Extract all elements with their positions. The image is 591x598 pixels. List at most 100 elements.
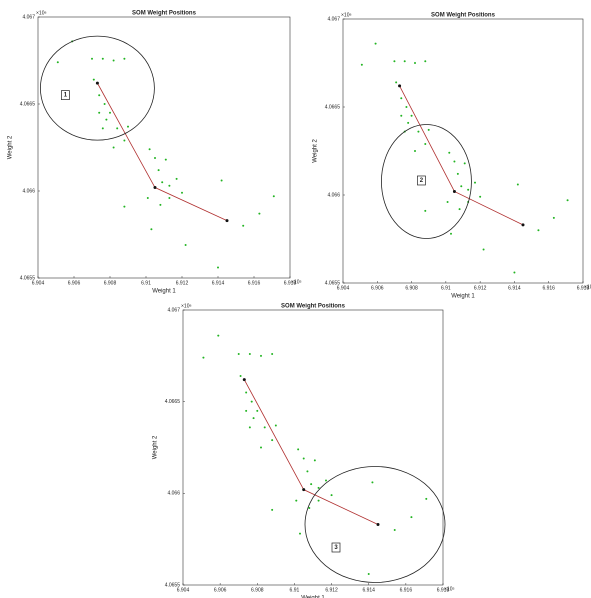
- y-tick-label: 4.0655: [325, 280, 341, 286]
- data-point: [150, 228, 153, 231]
- data-point: [168, 184, 171, 187]
- data-point: [272, 195, 275, 198]
- neuron: [242, 378, 246, 382]
- data-point: [91, 57, 93, 60]
- x-tick-label: 6.912: [474, 285, 487, 291]
- data-point: [148, 148, 151, 151]
- data-point: [467, 188, 470, 191]
- data-point: [405, 106, 408, 108]
- data-point: [410, 516, 413, 519]
- data-point: [513, 271, 516, 274]
- data-point: [410, 114, 413, 117]
- highlight-circle: [381, 124, 472, 239]
- data-point: [317, 499, 320, 502]
- data-point: [274, 424, 277, 427]
- data-point: [157, 169, 160, 172]
- data-point: [260, 354, 262, 357]
- data-point: [482, 248, 485, 251]
- data-point: [101, 57, 104, 60]
- y-multiplier: ×10⁶: [36, 10, 47, 16]
- y-tick-label: 4.067: [327, 16, 340, 22]
- data-point: [463, 162, 466, 165]
- y-tick-label: 4.066: [22, 188, 35, 194]
- data-point: [425, 497, 428, 500]
- data-point: [474, 181, 476, 184]
- data-point: [245, 409, 248, 412]
- data-point: [395, 81, 398, 84]
- data-point: [393, 529, 396, 531]
- y-axis-label: Weight 2: [153, 435, 159, 459]
- x-tick-label: 6.906: [214, 587, 227, 593]
- x-tick-label: 6.916: [248, 280, 261, 286]
- data-point: [446, 201, 449, 204]
- data-point: [263, 426, 266, 429]
- y-tick-label: 4.067: [22, 14, 35, 20]
- data-point: [220, 179, 223, 182]
- data-point: [295, 499, 298, 502]
- annotation-label: 2: [420, 178, 424, 184]
- data-point: [479, 195, 482, 198]
- data-point: [271, 353, 274, 355]
- data-point: [403, 60, 406, 63]
- x-tick-label: 6.918: [284, 280, 297, 286]
- data-point: [98, 111, 101, 114]
- data-point: [417, 130, 420, 133]
- data-point: [297, 448, 300, 451]
- x-tick-label: 6.91: [141, 280, 151, 286]
- data-point: [427, 128, 430, 131]
- plot-area: [37, 16, 291, 279]
- x-tick-label: 6.912: [176, 280, 189, 286]
- data-point: [239, 375, 242, 377]
- data-point: [424, 209, 427, 212]
- data-point: [168, 196, 171, 199]
- plot-area: [342, 18, 584, 284]
- data-point: [248, 426, 251, 429]
- x-tick-label: 6.914: [508, 285, 521, 291]
- data-point: [56, 61, 59, 64]
- x-tick-label: 6.918: [577, 285, 590, 291]
- chart-title: SOM Weight Positions: [431, 13, 496, 19]
- data-point: [450, 232, 452, 235]
- data-point: [374, 42, 377, 45]
- data-point: [164, 158, 167, 161]
- chart-title: SOM Weight Positions: [281, 304, 346, 310]
- data-point: [248, 353, 251, 355]
- data-point: [154, 156, 156, 159]
- data-point: [184, 243, 187, 246]
- data-point: [237, 353, 240, 355]
- data-point: [393, 60, 396, 63]
- data-point: [127, 125, 129, 128]
- annotation-box: [417, 175, 426, 186]
- data-point: [252, 417, 255, 420]
- y-tick-label: 4.0665: [165, 399, 181, 405]
- data-point: [310, 483, 313, 486]
- neuron: [95, 81, 99, 85]
- y-tick-label: 4.066: [327, 192, 340, 198]
- x-tick-label: 6.916: [542, 285, 555, 291]
- x-axis-label: Weight 1: [301, 596, 325, 598]
- data-point: [146, 196, 149, 199]
- data-point: [161, 181, 164, 184]
- x-tick-label: 6.916: [400, 587, 413, 593]
- x-tick-label: 6.906: [68, 280, 81, 286]
- data-point: [256, 409, 259, 412]
- data-point: [325, 479, 327, 482]
- data-point: [414, 62, 416, 64]
- data-point: [250, 400, 253, 403]
- data-point: [217, 266, 219, 269]
- annotation-label: 3: [334, 545, 338, 551]
- data-point: [371, 481, 374, 484]
- x-multiplier: ×10⁵: [584, 284, 591, 290]
- chart: SOM Weight Positions Weight 1 Weight 2 ×10⁵…: [153, 303, 455, 598]
- highlight-circle: [40, 35, 155, 141]
- x-axis-label: Weight 1: [451, 294, 475, 300]
- y-tick-label: 4.0665: [20, 101, 36, 107]
- data-point: [123, 57, 126, 60]
- data-point: [306, 470, 309, 473]
- data-point: [123, 139, 126, 142]
- chart: SOM Weight Positions Weight 1 Weight 2 ×10⁵…: [8, 10, 302, 294]
- data-point: [271, 508, 274, 511]
- data-point: [159, 203, 162, 206]
- highlight-circle: [304, 466, 446, 583]
